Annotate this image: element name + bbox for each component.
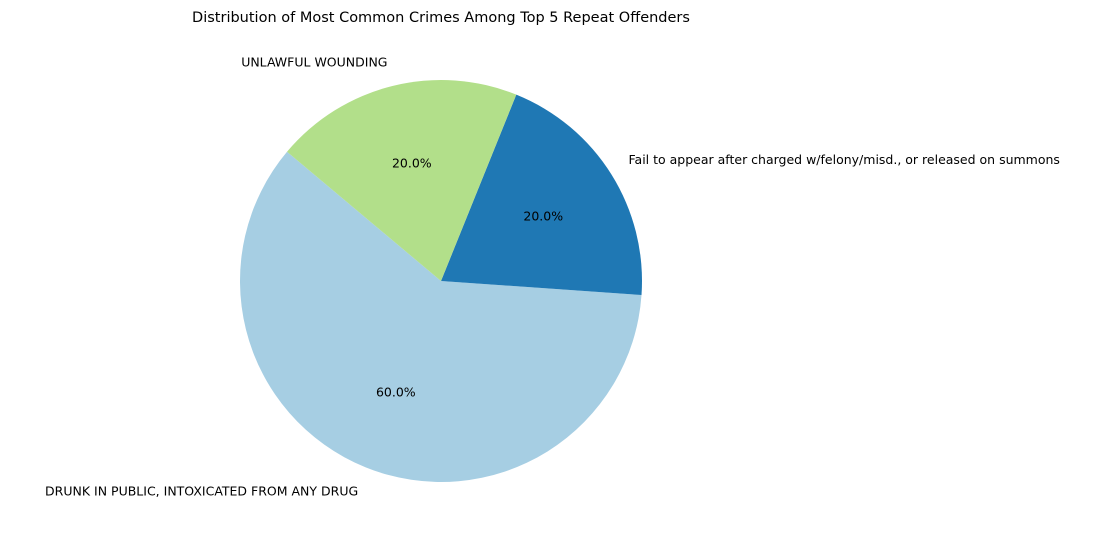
pie-slice: [441, 94, 642, 296]
slice-label: UNLAWFUL WOUNDING: [241, 54, 387, 69]
pie-slices: [240, 80, 642, 483]
slice-percent-label: 20.0%: [392, 155, 432, 170]
slice-percent-label: 60.0%: [376, 384, 416, 399]
chart-title: Distribution of Most Common Crimes Among…: [192, 10, 690, 26]
pie-slice: [240, 151, 642, 483]
slice-label: DRUNK IN PUBLIC, INTOXICATED FROM ANY DR…: [45, 484, 358, 499]
pie-slice: [287, 80, 517, 281]
slice-percent-label: 20.0%: [523, 209, 563, 224]
slice-label: Fail to appear after charged w/felony/mi…: [629, 152, 1060, 167]
pie-labels: DRUNK IN PUBLIC, INTOXICATED FROM ANY DR…: [45, 54, 1060, 498]
